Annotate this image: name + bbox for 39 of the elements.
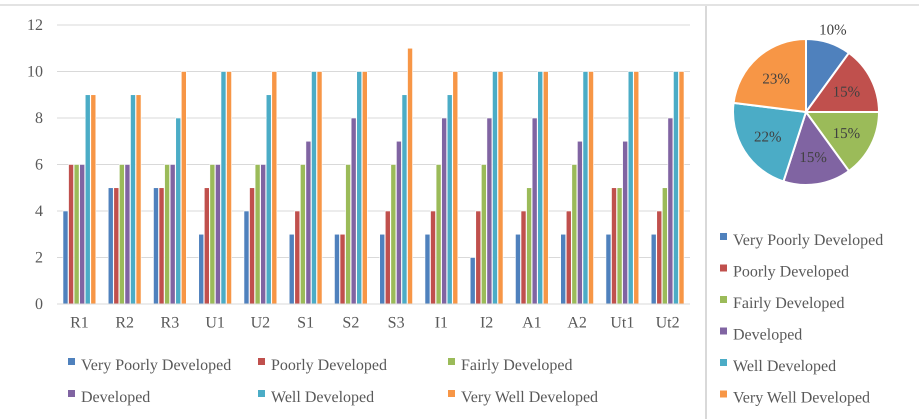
legend-label: Well Developed	[271, 388, 374, 406]
y-tick-label: 2	[35, 250, 43, 267]
y-tick-label: 4	[35, 203, 43, 220]
legend-label: Very Well Developed	[733, 389, 870, 406]
x-tick-label: U2	[250, 314, 270, 332]
legend-label: Fairly Developed	[461, 356, 573, 374]
x-tick-label: S3	[388, 314, 405, 332]
legend-label: Poorly Developed	[733, 263, 849, 280]
data-label: 15%	[832, 126, 860, 142]
y-tick-label: 6	[35, 156, 43, 174]
legend-label: Very Well Developed	[461, 388, 598, 406]
x-tick-label: R3	[160, 314, 180, 332]
legend-label: Well Developed	[733, 358, 836, 375]
x-tick-label: A1	[522, 314, 542, 332]
legend-label: Very Poorly Developed	[81, 356, 232, 374]
x-tick-label: S1	[297, 314, 314, 332]
data-label: 22%	[754, 130, 782, 146]
data-label: 15%	[799, 150, 827, 166]
legend-label: Very Poorly Developed	[733, 232, 884, 249]
x-tick-label: U1	[205, 314, 225, 332]
x-tick-label: A2	[567, 314, 587, 332]
legend-label: Poorly Developed	[271, 356, 387, 374]
y-tick-label: 10	[27, 64, 43, 81]
data-label: 23%	[762, 71, 790, 88]
x-tick-label: Ut2	[656, 314, 680, 332]
x-tick-label: R2	[115, 314, 134, 332]
legend-label: Developed	[733, 326, 802, 344]
x-tick-label: S2	[342, 314, 360, 332]
data-label: 15%	[832, 84, 860, 101]
data-label: 10%	[819, 22, 847, 39]
x-tick-label: I2	[480, 314, 494, 332]
legend-label: Developed	[81, 388, 150, 406]
y-tick-label: 12	[27, 17, 43, 34]
x-tick-label: Ut1	[610, 314, 634, 332]
x-tick-label: R1	[70, 314, 89, 332]
y-tick-label: 8	[35, 110, 43, 128]
x-tick-label: I1	[434, 314, 448, 332]
y-tick-label: 0	[35, 296, 43, 314]
legend-label: Fairly Developed	[733, 294, 845, 312]
